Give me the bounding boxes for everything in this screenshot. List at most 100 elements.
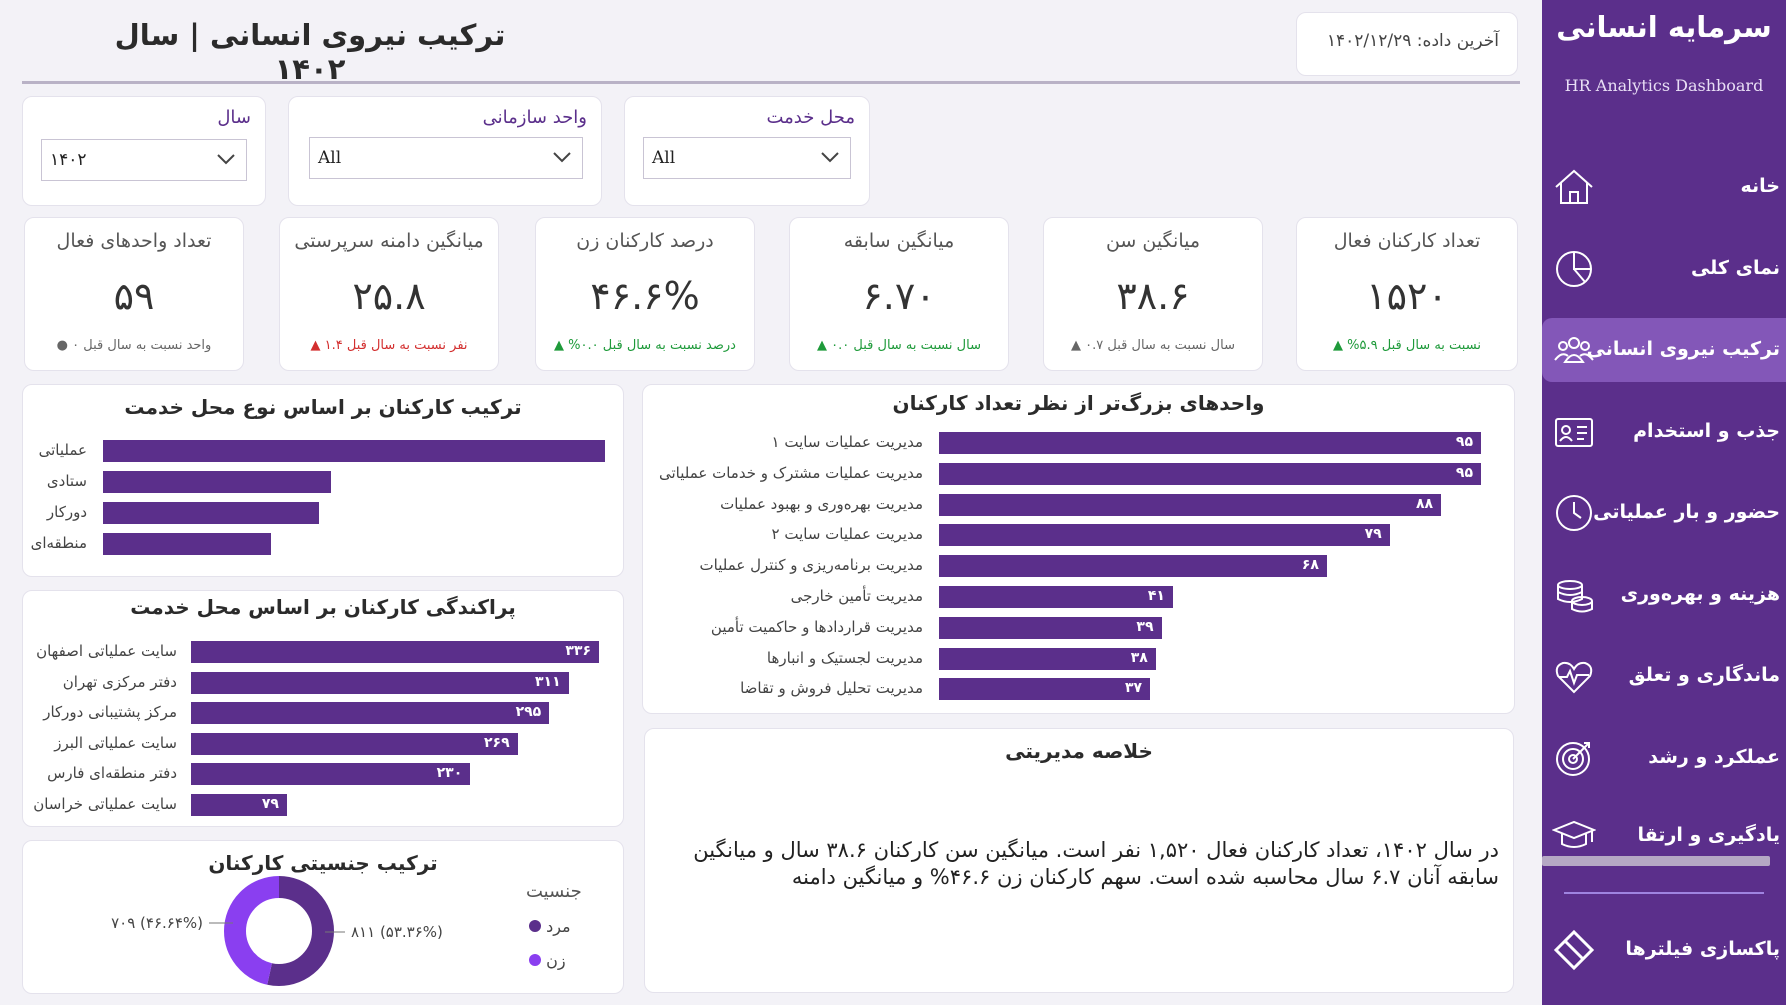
clock-icon <box>1552 491 1596 535</box>
largest-units-chart: واحدهای بزرگ‌تر از نظر تعداد کارکنان مدی… <box>642 384 1515 714</box>
bar-label: مرکز پشتیبانی دورکار <box>43 703 177 721</box>
sidebar-item-recruitment[interactable]: جذب و استخدام <box>1542 400 1786 464</box>
kpi-value: ۵۹ <box>113 274 155 318</box>
bar[interactable]: ۳۷ <box>939 678 1151 701</box>
sidebar-title: سرمایه انسانی <box>1556 10 1772 44</box>
sidebar-item-cost[interactable]: هزینه و بهره‌وری <box>1542 563 1786 627</box>
bar[interactable]: ۹۵ <box>939 462 1481 485</box>
location-select[interactable]: All <box>643 137 851 179</box>
bar[interactable]: ۷۹ <box>191 793 287 816</box>
kpi-card-female-percent: درصد کارکنان زن ۴۶.۶% درصد نسبت به سال ق… <box>535 217 755 371</box>
year-filter: سال ۱۴۰۲ <box>22 96 266 206</box>
bar[interactable]: ۲۶۹ <box>191 732 518 755</box>
kpi-card-active-units: تعداد واحدهای فعال ۵۹ واحد نسبت به سال ق… <box>24 217 244 371</box>
bar[interactable]: ۷۹ <box>939 524 1390 547</box>
legend-item-male: مرد <box>529 917 571 936</box>
bar[interactable]: ۶۸ <box>939 555 1327 578</box>
bar[interactable]: ۲۳۰ <box>191 763 471 785</box>
sidebar-item-label: خانه <box>1740 175 1780 197</box>
bar[interactable]: ۲۹۵ <box>191 702 550 724</box>
kpi-value: ۲۵.۸ <box>352 274 426 318</box>
legend-title: جنسیت <box>526 881 582 902</box>
kpi-change-note: نسبت به سال قبل ۵.۹% ▲ <box>1333 338 1481 353</box>
kpi-title: میانگین سن <box>1105 230 1201 252</box>
location-select-value: All <box>652 148 676 168</box>
sidebar-item-label: ترکیب نیروی انسانی <box>1586 338 1780 360</box>
users-group-icon <box>1552 328 1596 372</box>
unit-select[interactable]: All <box>309 137 583 179</box>
bar-label: سایت عملیاتی البرز <box>54 733 177 752</box>
sidebar-item-overview[interactable]: نمای کلی <box>1542 237 1786 301</box>
bar[interactable]: ۳۹ <box>939 616 1162 639</box>
bar[interactable]: ۳۸ <box>939 647 1156 670</box>
kpi-value: ۴۶.۶% <box>590 274 700 318</box>
bar-label: سایت عملیاتی اصفهان <box>36 642 177 660</box>
legend-label: زن <box>546 951 566 970</box>
location-filter: محل خدمت All <box>624 96 870 206</box>
legend-swatch <box>529 920 541 932</box>
sidebar-scrollbar[interactable] <box>1542 856 1770 866</box>
year-select[interactable]: ۱۴۰۲ <box>41 139 247 181</box>
bar-value-label: ۳۹ <box>1136 618 1154 635</box>
id-card-icon <box>1552 410 1596 454</box>
bar-value-label: ۷۹ <box>1364 526 1382 543</box>
sidebar-item-label: حضور و بار عملیاتی <box>1593 501 1780 523</box>
kpi-change-note: نفر نسبت به سال قبل ۱.۴ ▲ <box>310 338 468 353</box>
reset-filters-button[interactable]: پاکسازی فیلترها <box>1542 918 1786 982</box>
sidebar-item-workforce[interactable]: ترکیب نیروی انسانی <box>1542 318 1786 382</box>
bar-label: سایت عملیاتی خراسان <box>33 794 177 813</box>
bar-label: مدیریت لجستیک و انبارها <box>766 648 923 667</box>
bar-value-label: ۳۳۶ <box>565 643 591 659</box>
donut-slice[interactable] <box>224 876 334 986</box>
sidebar-item-home[interactable]: خانه <box>1542 155 1786 219</box>
bar-label: مدیریت تحلیل فروش و تقاضا <box>740 679 923 698</box>
bar-label: مدیریت بهره‌وری و بهبود عملیات <box>720 494 923 513</box>
kpi-value: ۱۵۲۰ <box>1366 274 1448 318</box>
bar-value-label: ۲۶۹ <box>484 734 510 751</box>
kpi-title: درصد کارکنان زن <box>576 230 714 252</box>
chart-title: ترکیب کارکنان بر اساس نوع محل خدمت <box>124 395 522 419</box>
sidebar-item-learning[interactable]: یادگیری و ارتقا <box>1542 804 1786 868</box>
kpi-title: میانگین سابقه <box>843 230 955 252</box>
gender-chart: ترکیب جنسیتی کارکنان جنسیت مرد زن ۸۱۱ (۵… <box>22 840 624 994</box>
bar[interactable]: ۸۸ <box>939 493 1442 516</box>
sidebar-item-attendance[interactable]: حضور و بار عملیاتی <box>1542 481 1786 545</box>
last-data-badge: آخرین داده: ۱۴۰۲/۱۲/۲۹ <box>1296 12 1518 76</box>
chart-title: واحدهای بزرگ‌تر از نظر تعداد کارکنان <box>892 391 1265 415</box>
bar[interactable]: ۴۱ <box>939 586 1173 608</box>
sidebar-divider <box>1564 892 1764 894</box>
bar-label: مدیریت برنامه‌ریزی و کنترل عملیات <box>699 556 923 575</box>
bar[interactable] <box>103 533 272 555</box>
kpi-value: ۶.۷۰ <box>862 274 936 318</box>
bar-value-label: ۷۹ <box>261 795 279 812</box>
legend-swatch <box>529 954 541 966</box>
bar-label: دفتر مرکزی تهران <box>62 672 177 691</box>
pie-chart-icon <box>1552 247 1596 291</box>
summary-title: خلاصه مدیریتی <box>1005 739 1153 763</box>
last-data-text: آخرین داده: ۱۴۰۲/۱۲/۲۹ <box>1326 31 1499 51</box>
location-filter-label: محل خدمت <box>766 107 855 128</box>
bar[interactable]: ۹۵ <box>939 432 1481 454</box>
bar-value-label: ۹۵ <box>1455 434 1473 450</box>
chevron-down-icon <box>553 152 571 163</box>
bar-label: دفتر منطقه‌ای فارس <box>47 764 177 782</box>
sidebar-item-label: یادگیری و ارتقا <box>1637 824 1781 846</box>
bar-value-label: ۳۸ <box>1130 649 1148 666</box>
bar-value-label: ۹۵ <box>1455 464 1473 481</box>
sidebar-item-label: هزینه و بهره‌وری <box>1620 583 1780 605</box>
sidebar-item-retention[interactable]: ماندگاری و تعلق <box>1542 644 1786 708</box>
chart-title: پراکندگی کارکنان بر اساس محل خدمت <box>130 595 516 619</box>
target-icon <box>1552 736 1596 780</box>
bar-label: عملیاتی <box>38 441 87 459</box>
reset-filters-label: پاکسازی فیلترها <box>1625 938 1780 960</box>
year-filter-label: سال <box>217 107 251 128</box>
sidebar-subtitle: HR Analytics Dashboard <box>1564 76 1764 95</box>
bar[interactable] <box>103 502 319 524</box>
bar[interactable] <box>103 471 332 493</box>
bar[interactable] <box>103 440 605 462</box>
chevron-down-icon <box>821 152 839 163</box>
bar[interactable]: ۳۳۶ <box>191 641 599 663</box>
sidebar-item-performance[interactable]: عملکرد و رشد <box>1542 726 1786 790</box>
bar[interactable]: ۳۱۱ <box>191 671 569 694</box>
bar-value-label: ۸۸ <box>1415 495 1434 512</box>
